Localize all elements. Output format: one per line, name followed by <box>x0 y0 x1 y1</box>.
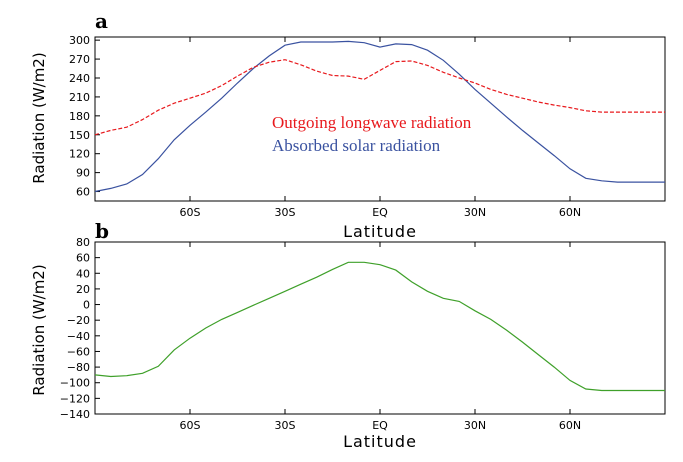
panel-b-y-tick-label: 40 <box>76 267 90 280</box>
panel-b-y-tick-label: −100 <box>60 377 90 390</box>
panel-b-series <box>94 261 665 392</box>
panel-b-y-ticks: −140 −120 −100 −80 −60 −40 −20 0 20 40 60 80 <box>60 236 100 421</box>
panel-b-y-tick-label: −60 <box>67 345 90 358</box>
panel-a-x-ticks: 60S 30S EQ 30N 60N <box>180 37 581 219</box>
panel-a-label: a <box>95 9 108 33</box>
panel-b-x-tick-label: 60S <box>180 419 201 432</box>
panel-b-x-axis-title: Latitude <box>343 432 417 451</box>
panel-a-x-tick-label: 60S <box>180 206 201 219</box>
legend-outgoing-longwave: Outgoing longwave radiation <box>272 113 472 132</box>
panel-b-x-tick-label: EQ <box>372 419 388 432</box>
panel-b-y-tick-label: 80 <box>76 236 90 249</box>
panel-b-x-tick-label: 30S <box>275 419 296 432</box>
panel-b-x-tick-label: 30N <box>464 419 486 432</box>
panel-b-frame <box>94 241 666 415</box>
panel-a-y-tick-label: 210 <box>69 91 90 104</box>
panel-a-y-tick-label: 60 <box>76 186 90 199</box>
panel-b: b −140 −120 −100 −80 −60 −40 −20 0 20 40 60 80 60S 3… <box>30 219 666 451</box>
panel-a-x-axis-title: Latitude <box>343 222 417 241</box>
panel-b-y-tick-label: 60 <box>76 252 90 265</box>
panel-a-series <box>94 40 665 193</box>
panel-a-x-tick-label: EQ <box>372 206 388 219</box>
panel-b-x-ticks: 60S 30S EQ 30N 60N <box>180 242 581 432</box>
panel-a-series-line-1 <box>94 59 665 136</box>
panel-a-y-tick-label: 90 <box>76 167 90 180</box>
panel-b-label: b <box>95 219 109 243</box>
panel-b-series-line-0 <box>94 261 665 392</box>
panel-a-x-tick-label: 60N <box>559 206 581 219</box>
panel-a-y-ticks: 60 90 120 150 180 210 240 270 300 <box>69 34 100 199</box>
panel-b-y-tick-label: 20 <box>76 283 90 296</box>
panel-a-y-tick-label: 270 <box>69 53 90 66</box>
panel-a-y-tick-label: 180 <box>69 110 90 123</box>
panel-a-y-tick-label: 150 <box>69 129 90 142</box>
panel-b-y-tick-label: −80 <box>67 361 90 374</box>
panel-a-y-tick-label: 120 <box>69 148 90 161</box>
panel-a-series-line-0 <box>94 40 665 193</box>
panel-b-x-tick-label: 60N <box>559 419 581 432</box>
legend-absorbed-solar: Absorbed solar radiation <box>272 136 441 155</box>
panel-a-y-tick-label: 240 <box>69 72 90 85</box>
panel-b-y-tick-label: 0 <box>83 299 90 312</box>
panel-b-y-tick-label: −40 <box>67 330 90 343</box>
panel-a-x-tick-label: 30S <box>275 206 296 219</box>
panel-b-y-axis-title: Radiation (W/m2) <box>30 264 48 395</box>
panel-a-y-tick-label: 300 <box>69 34 90 47</box>
panel-b-y-tick-label: −120 <box>60 392 90 405</box>
panel-b-y-tick-label: −140 <box>60 408 90 421</box>
panel-a-y-axis-title: Radiation (W/m2) <box>30 52 48 183</box>
panel-a-x-tick-label: 30N <box>464 206 486 219</box>
panel-b-y-tick-label: −20 <box>67 314 90 327</box>
